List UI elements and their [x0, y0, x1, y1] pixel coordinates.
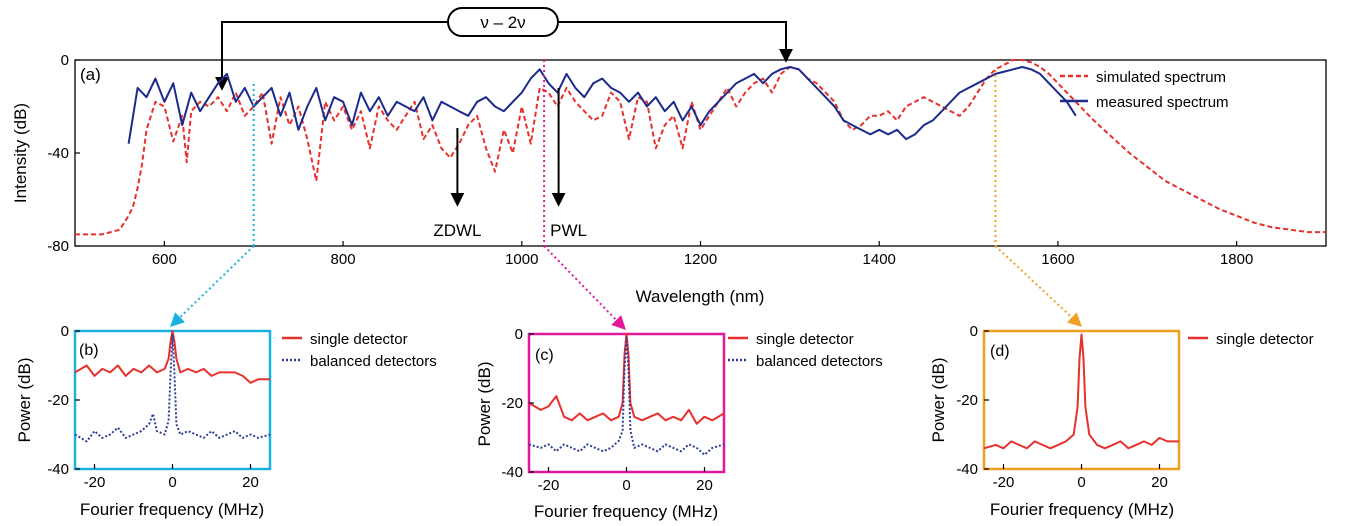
panel-b-series [74, 330, 271, 443]
inset-connectors [169, 60, 1083, 331]
panel-c-series-0-line [528, 333, 725, 425]
panel-a-legend: simulated spectrum measured spectrum [1060, 69, 1229, 111]
ratio-bracket: ν – 2ν [215, 7, 793, 91]
panel-a-series [75, 59, 1326, 236]
pwl-label: PWL [550, 221, 587, 240]
panel-a-ytick-label-1: -40 [47, 145, 69, 162]
panel-a-xtick-label-6: 1800 [1220, 251, 1253, 268]
panel-c-series-1-line [528, 336, 725, 456]
panel-d-label: (d) [990, 343, 1010, 360]
ratio-label-box [447, 7, 559, 37]
connector-c-diagonal [543, 245, 626, 331]
panel-a-xlabel: Wavelength (nm) [636, 287, 765, 306]
panel-a-series-0-line [75, 59, 1326, 236]
panel-c-series [528, 333, 725, 456]
panel-d-ylabel: Power (dB) [929, 357, 948, 442]
panel-c-ytick-label-1: -20 [501, 395, 523, 412]
panel-a-xtick-label-3: 1200 [684, 251, 717, 268]
panel-b-ytick-label-1: -20 [47, 392, 69, 409]
panel-c-xtick-label-2: 20 [696, 477, 713, 494]
panel-c-xtick-label-1: 0 [622, 477, 630, 494]
panel-a-frame [74, 59, 1327, 247]
panel-a-xtick-label-2: 1000 [505, 251, 538, 268]
panel-c-xtick-label-0: -20 [538, 477, 560, 494]
zdwl-label: ZDWL [433, 221, 481, 240]
panel-d-ytick-label-0: 0 [970, 323, 978, 340]
panel-d-inset: -20 0 20 0 -20 -40 (d) Fourier frequency (MHz… [929, 323, 1314, 519]
panel-d-xtick-label-1: 0 [1077, 474, 1085, 491]
zdwl-annotation: ZDWL [433, 128, 481, 240]
ratio-label: ν – 2ν [480, 13, 525, 32]
connector-b-diagonal [169, 245, 255, 327]
panel-c-legend-single: single detector [756, 331, 854, 348]
panel-c-xlabel: Fourier frequency (MHz) [534, 502, 718, 521]
panel-d-xlabel: Fourier frequency (MHz) [990, 500, 1174, 519]
panel-d-xtick-label-0: -20 [993, 474, 1015, 491]
panel-a-xtick-label-1: 800 [331, 251, 356, 268]
legend-simulated-label: simulated spectrum [1096, 69, 1226, 86]
connector-d-arrow [994, 245, 1083, 327]
panel-d-legend-single: single detector [1216, 331, 1314, 348]
panel-a-ytick-label-2: -80 [47, 238, 69, 255]
panel-b-ytick-label-2: -40 [47, 461, 69, 478]
panel-c-ticks: -20 0 20 0 -20 -40 [501, 326, 713, 494]
panel-d-frame [982, 329, 1181, 471]
panel-b-xlabel: Fourier frequency (MHz) [80, 500, 264, 519]
panel-d-series-0-line [983, 333, 1179, 450]
panel-a-ticks: 600 800 1000 1200 1400 1600 1800 0 -40 -80 [47, 52, 1253, 268]
panel-c-inset: -20 0 20 0 -20 -40 (c) Fourier frequency (MHz… [475, 326, 883, 521]
panel-b-ytick-label-0: 0 [61, 323, 69, 340]
panel-a-xtick-label-4: 1400 [863, 251, 896, 268]
panel-b-label: (b) [79, 342, 99, 359]
panel-b-series-0-line [74, 330, 270, 384]
panel-c-ylabel: Power (dB) [475, 361, 494, 446]
panel-b-xtick-label-0: -20 [84, 474, 106, 491]
panel-d-series [983, 333, 1179, 450]
panel-c-legend-balanced: balanced detectors [756, 353, 883, 370]
panel-a-xtick-label-0: 600 [152, 251, 177, 268]
panel-d-xtick-label-2: 20 [1151, 474, 1168, 491]
panel-a-series-1-line [127, 66, 1077, 144]
panel-c-ytick-label-2: -40 [501, 464, 523, 481]
panel-b-series-1-line [74, 333, 271, 443]
panel-b-legend-balanced: balanced detectors [310, 353, 437, 370]
legend-measured-label: measured spectrum [1096, 94, 1229, 111]
panel-a-ytick-label-0: 0 [61, 52, 69, 69]
panel-a-spectrum: 600 800 1000 1200 1400 1600 1800 0 -40 -80 (a) Wa… [11, 52, 1327, 306]
panel-b-xtick-label-1: 0 [168, 474, 176, 491]
panel-a-ylabel: Intensity (dB) [11, 103, 30, 203]
panel-a-label: (a) [80, 65, 101, 84]
panel-b-ticks: -20 0 20 0 -20 -40 [47, 323, 259, 491]
panel-b-legend-single: single detector [310, 331, 408, 348]
panel-b-xtick-label-2: 20 [242, 474, 259, 491]
panel-a-xtick-label-5: 1600 [1041, 251, 1074, 268]
panel-b-ylabel: Power (dB) [15, 357, 34, 442]
panel-d-ticks: -20 0 20 0 -20 -40 [956, 323, 1168, 491]
panel-c-ytick-label-0: 0 [515, 326, 523, 343]
panel-b-inset: -20 0 20 0 -20 -40 (b) Fourier frequency (MHz… [15, 323, 437, 519]
pwl-annotation: PWL [550, 88, 587, 240]
panel-c-label: (c) [535, 347, 554, 364]
panel-d-ytick-label-2: -40 [956, 461, 978, 478]
panel-d-ytick-label-1: -20 [956, 392, 978, 409]
